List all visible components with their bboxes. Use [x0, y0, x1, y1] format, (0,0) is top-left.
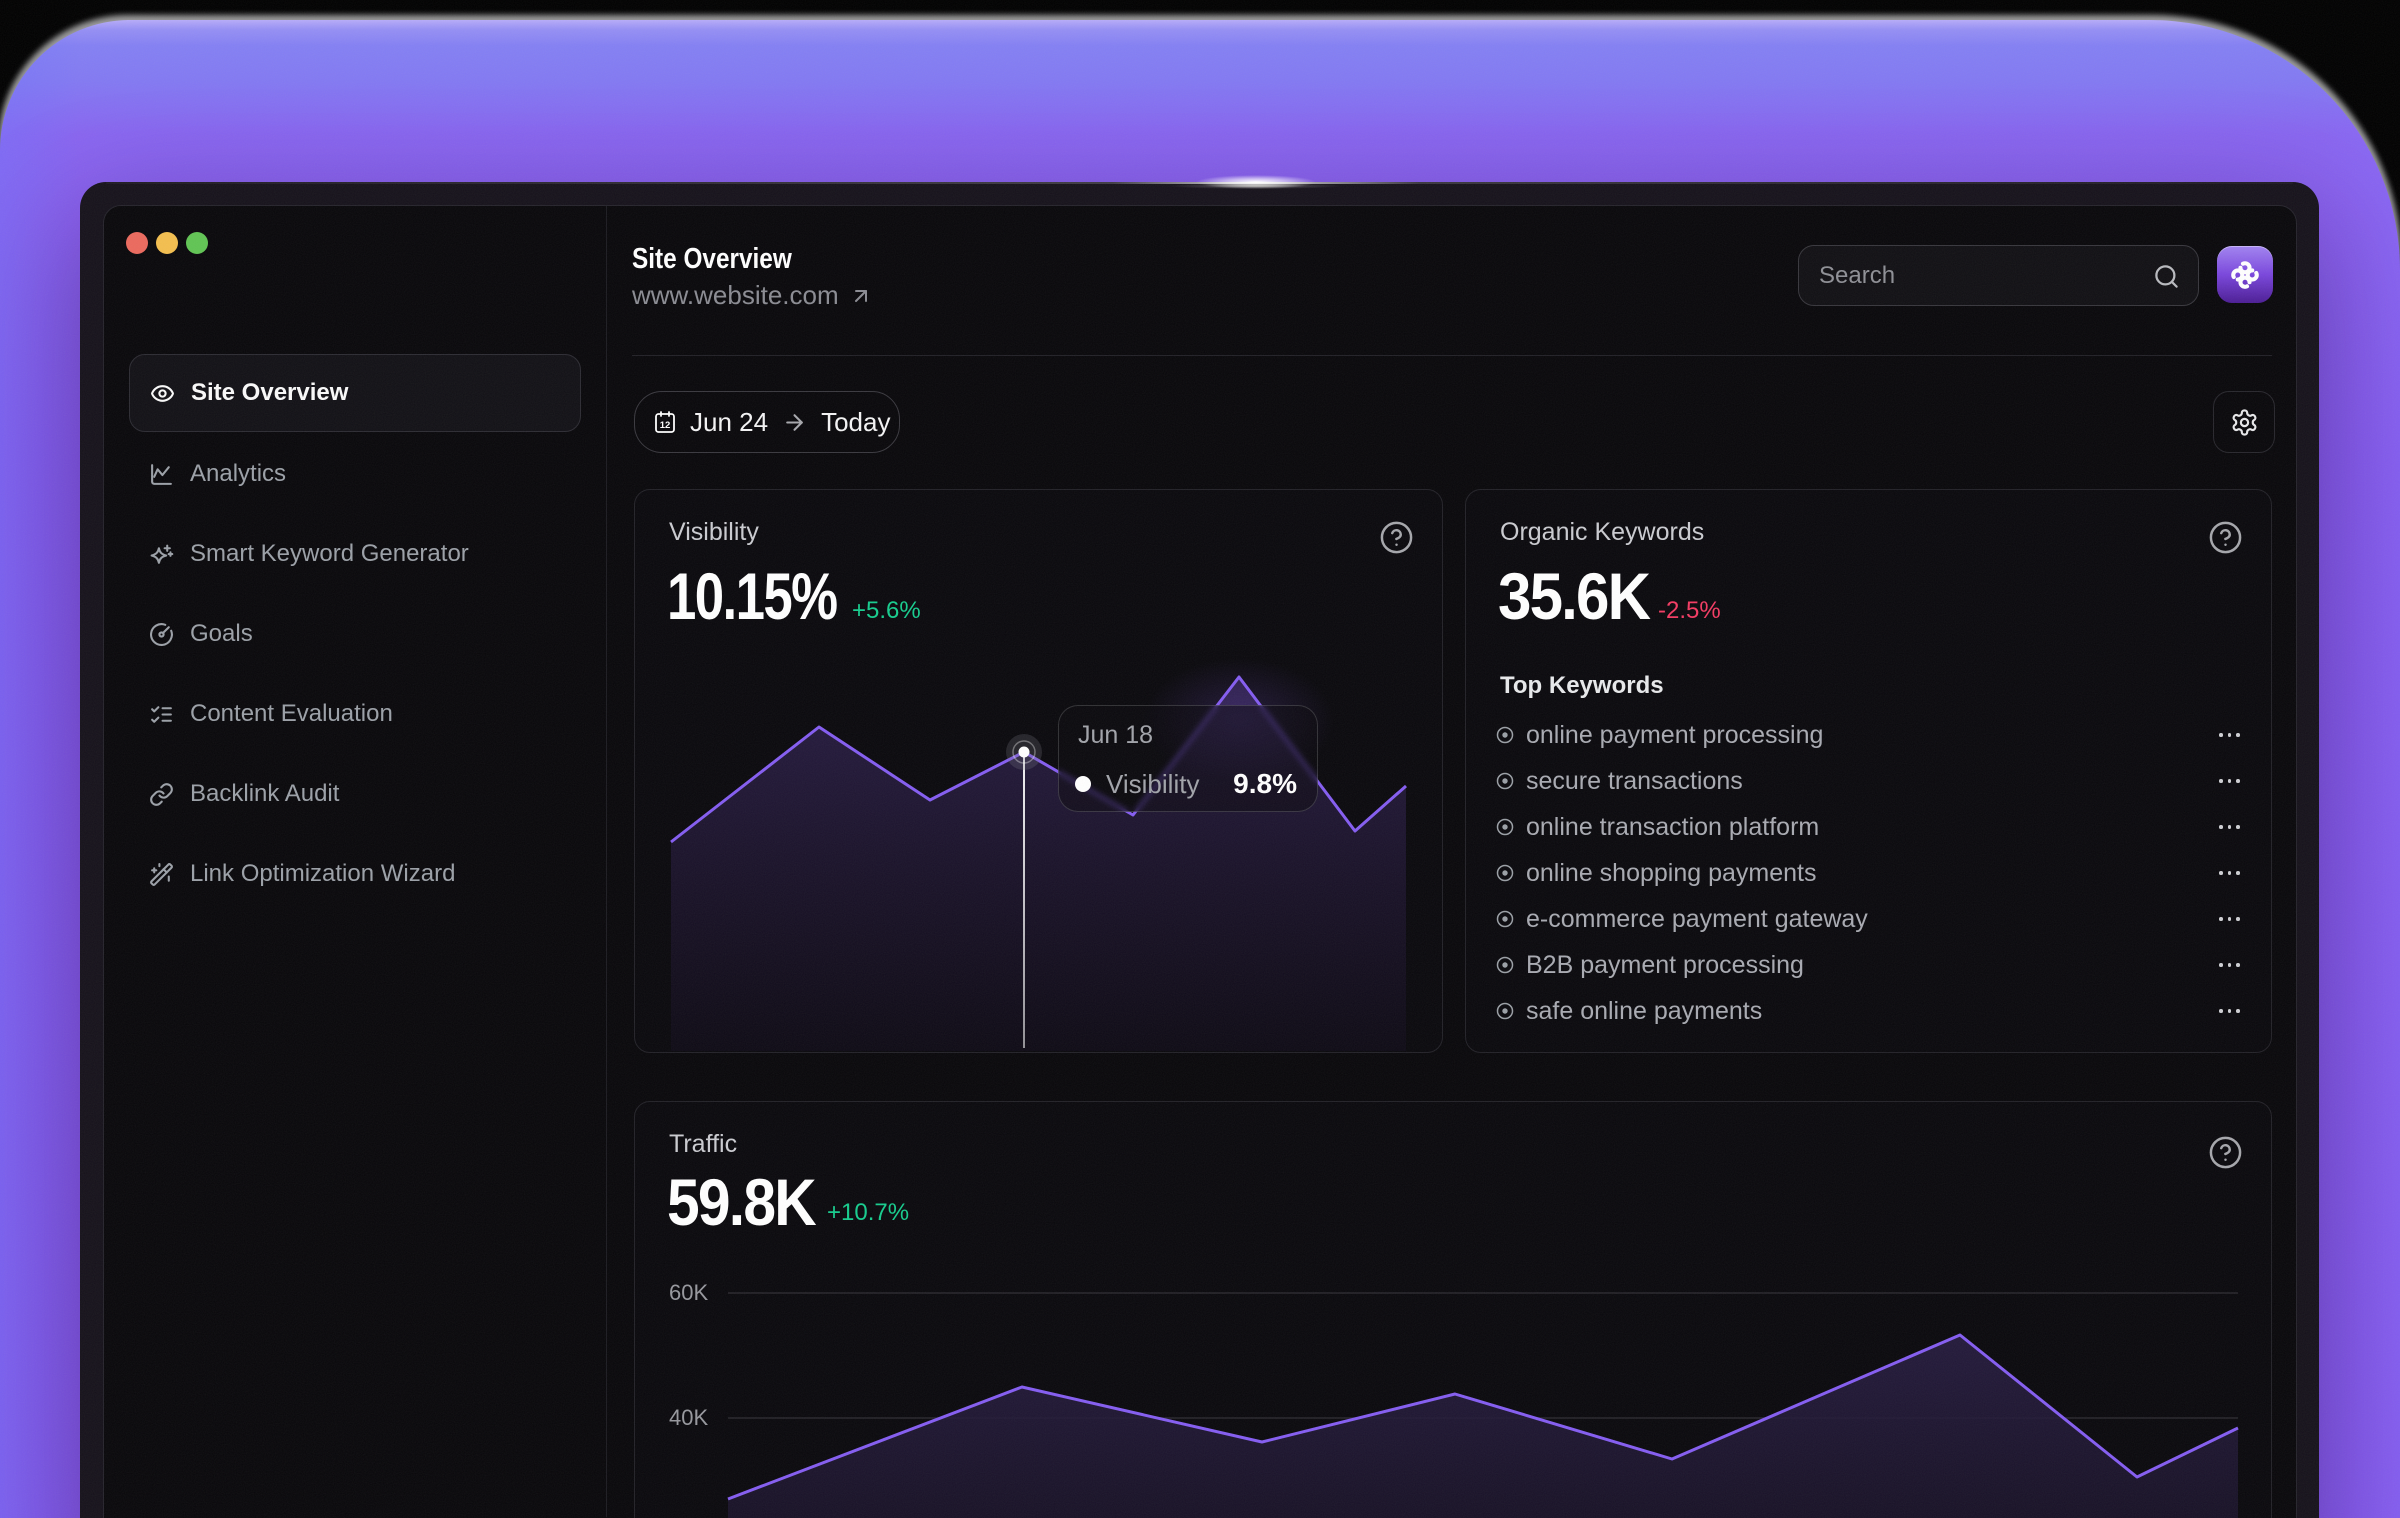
- svg-text:12: 12: [660, 420, 671, 431]
